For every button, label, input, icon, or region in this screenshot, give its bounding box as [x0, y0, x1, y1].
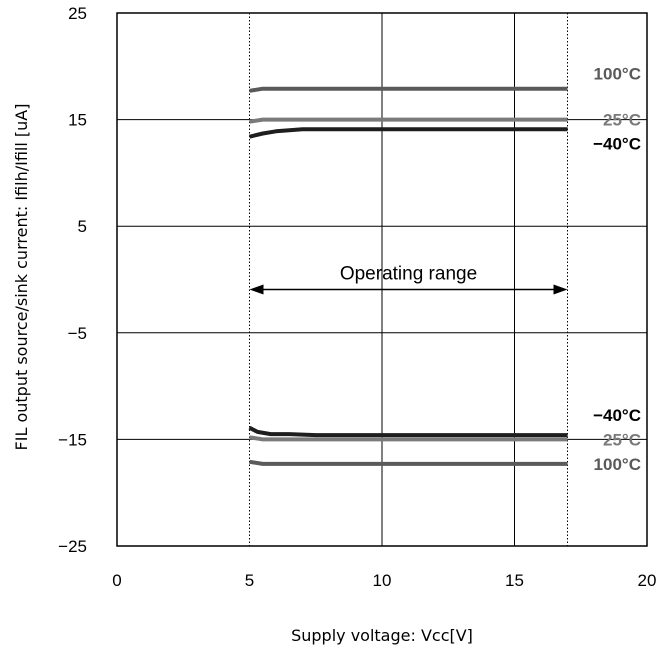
x-tick-label: 10 — [373, 571, 392, 590]
operating-range-annotation: Operating range — [249, 264, 568, 295]
series-label: −40°C — [593, 135, 641, 154]
x-axis-label: Supply voltage: Vcc[V] — [291, 626, 473, 645]
series-line — [249, 86, 568, 93]
series-labels: 100°C 25°C −40°C −40°C 25°C 100°C — [593, 65, 641, 474]
y-tick-label: −25 — [58, 537, 87, 556]
operating-range-label: Operating range — [340, 264, 477, 285]
y-tick-label: 5 — [78, 217, 87, 236]
y-tick-label: −15 — [58, 430, 87, 449]
x-tick-label: 15 — [505, 571, 524, 590]
axis-titles: Supply voltage: Vcc[V] FIL output source… — [12, 104, 473, 645]
y-tick-label: 15 — [68, 111, 87, 130]
x-tick-label: 5 — [245, 571, 254, 590]
series-label: 25°C — [603, 430, 641, 449]
tick-labels: 0 5 10 15 20 −25 −15 −5 5 15 25 — [58, 4, 656, 590]
series-label: 25°C — [603, 111, 641, 130]
series-label: 100°C — [594, 455, 641, 474]
x-tick-label: 0 — [112, 571, 121, 590]
plot-frame — [116, 12, 648, 547]
y-tick-label: 25 — [68, 4, 87, 23]
arrow-head-left — [249, 284, 264, 295]
series-label: 100°C — [594, 65, 641, 84]
y-axis-label: FIL output source/sink current: Ifilh/If… — [12, 104, 31, 451]
series-line — [249, 117, 568, 124]
series-line — [249, 127, 568, 139]
y-tick-label: −5 — [68, 324, 87, 343]
operating-range-bounds — [249, 13, 568, 546]
series-line — [249, 459, 568, 466]
arrow-head-right — [553, 284, 568, 295]
series-label: −40°C — [593, 406, 641, 425]
series-line — [249, 435, 568, 442]
series-lines — [248, 86, 568, 466]
series-line — [248, 425, 568, 438]
x-tick-label: 20 — [638, 571, 657, 590]
